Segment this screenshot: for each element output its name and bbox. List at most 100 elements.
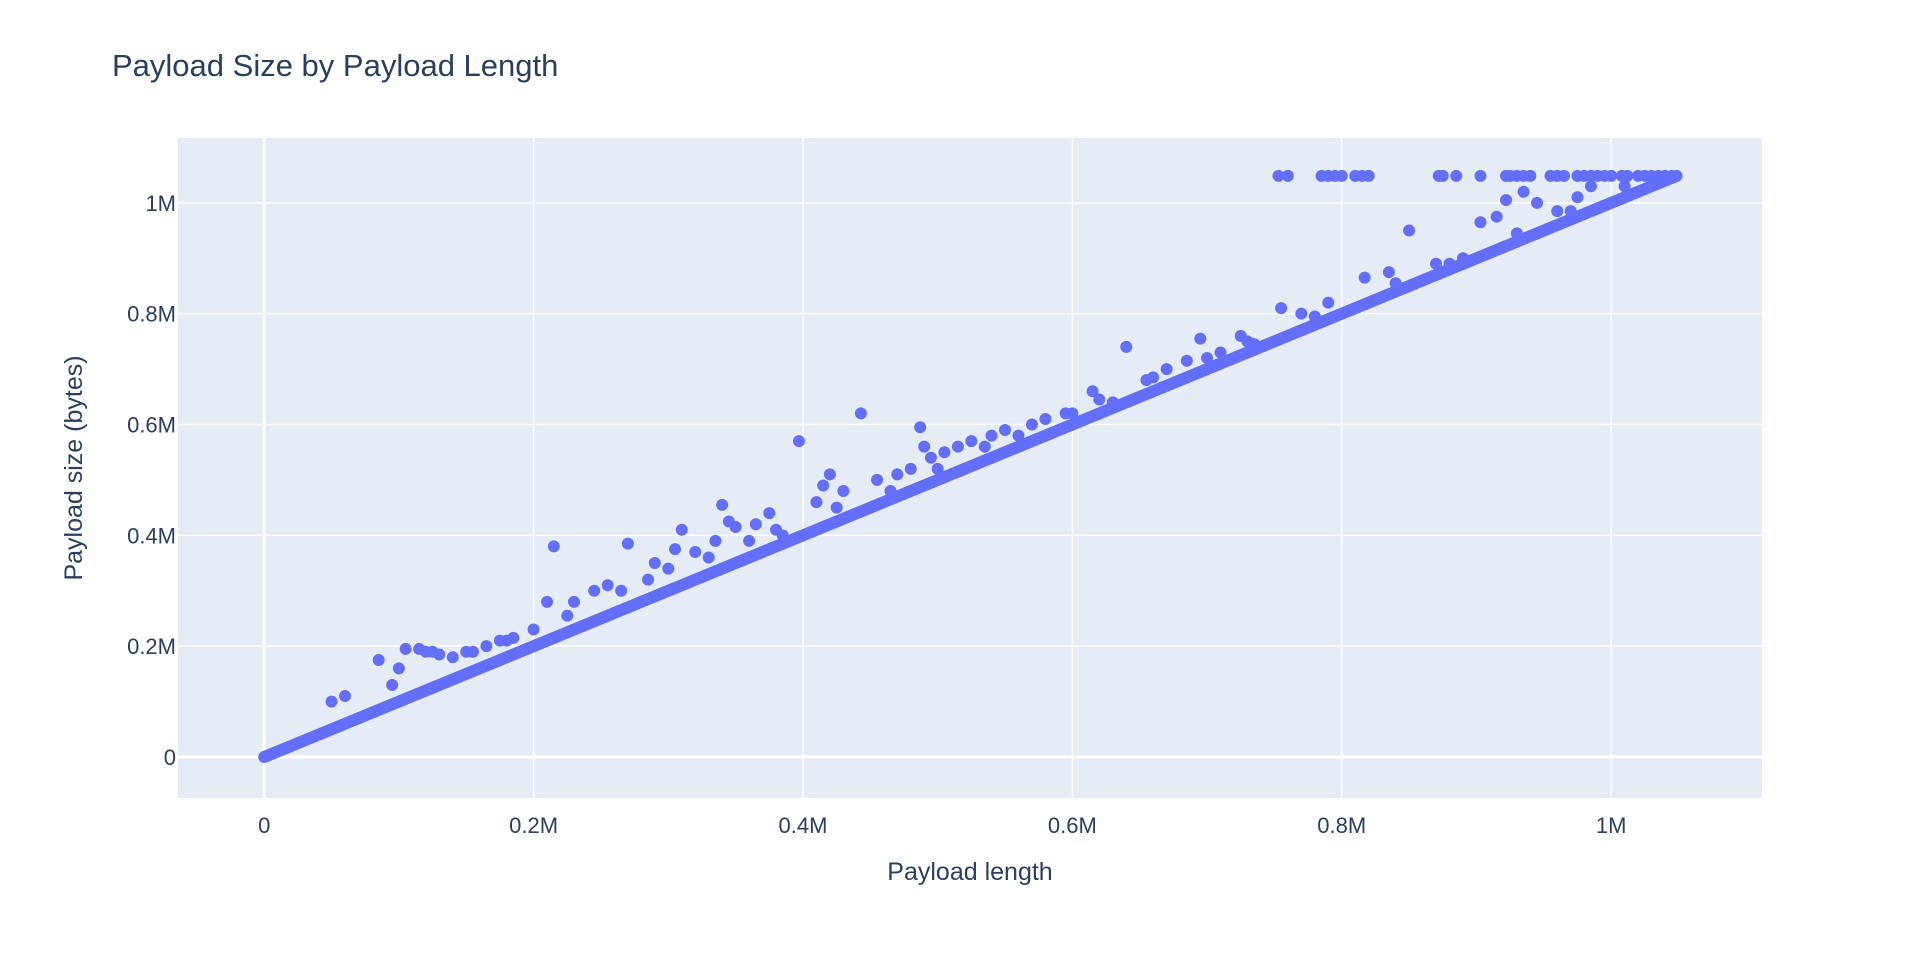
x-tick-label: 0.4M <box>779 813 828 838</box>
scatter-point <box>1517 185 1530 198</box>
x-tick-label: 0 <box>258 813 270 838</box>
scatter-point <box>729 521 742 534</box>
scatter-point <box>1322 296 1335 309</box>
scatter-point <box>1120 340 1133 353</box>
scatter-point <box>1474 216 1487 229</box>
scatter-point <box>527 623 540 636</box>
scatter-point <box>924 451 937 464</box>
scatter-point <box>1272 169 1285 182</box>
scatter-point <box>1430 257 1443 270</box>
scatter-point <box>669 543 682 556</box>
y-tick-label: 0 <box>164 745 176 770</box>
scatter-point <box>823 468 836 481</box>
scatter-point <box>1443 257 1456 270</box>
scatter-point <box>1295 307 1308 320</box>
scatter-point <box>1066 407 1079 420</box>
scatter-point <box>561 609 574 622</box>
scatter-point <box>1456 252 1469 265</box>
scatter-point <box>965 435 978 448</box>
scatter-point <box>1308 310 1321 323</box>
scatter-point <box>1490 210 1503 223</box>
scatter-point <box>792 435 805 448</box>
scatter-point <box>386 678 399 691</box>
scatter-point <box>541 595 554 608</box>
scatter-point <box>1474 169 1487 182</box>
scatter-point <box>776 529 789 542</box>
chart-title: Payload Size by Payload Length <box>112 48 558 83</box>
scatter-point <box>1362 169 1375 182</box>
scatter-point <box>702 551 715 564</box>
scatter-point <box>588 584 601 597</box>
scatter-point <box>1618 180 1631 193</box>
scatter-point <box>743 534 756 547</box>
scatter-point <box>1086 385 1099 398</box>
scatter-point <box>392 662 405 675</box>
scatter-point <box>1551 205 1564 218</box>
scatter-point <box>931 462 944 475</box>
y-axis-ticks: 0 0.2M 0.4M 0.6M 0.8M 1M <box>127 191 176 770</box>
scatter-point <box>1564 205 1577 218</box>
scatter-point <box>1436 169 1449 182</box>
scatter-point <box>621 537 634 550</box>
scatter-point <box>830 501 843 514</box>
scatter-point <box>1012 429 1025 442</box>
scatter-point <box>1214 346 1227 359</box>
scatter-point <box>1500 194 1513 207</box>
scatter-point <box>1531 196 1544 209</box>
x-tick-label: 0.8M <box>1317 813 1366 838</box>
scatter-point <box>918 440 931 453</box>
scatter-point <box>446 651 459 664</box>
scatter-point <box>1147 371 1160 384</box>
y-axis-title: Payload size (bytes) <box>60 355 88 580</box>
x-axis-ticks: 0 0.2M 0.4M 0.6M 0.8M 1M <box>258 813 1626 838</box>
scatter-point <box>1093 393 1106 406</box>
scatter-point <box>1584 180 1597 193</box>
scatter-point <box>399 642 412 655</box>
scatter-point <box>1039 412 1052 425</box>
scatter-point <box>1275 302 1288 315</box>
x-axis-title: Payload length <box>887 858 1052 886</box>
scatter-point <box>1621 169 1634 182</box>
scatter-point <box>938 446 951 459</box>
grid-lines <box>178 138 1762 798</box>
scatter-point <box>951 440 964 453</box>
scatter-point <box>615 584 628 597</box>
x-tick-label: 0.2M <box>509 813 558 838</box>
scatter-point <box>1450 169 1463 182</box>
y-tick-label: 0.2M <box>127 634 176 659</box>
scatter-point <box>1180 354 1193 367</box>
y-tick-label: 0.6M <box>127 412 176 437</box>
y-tick-label: 1M <box>145 191 176 216</box>
scatter-point <box>460 645 473 658</box>
scatter-point <box>1389 277 1402 290</box>
scatter-point <box>1524 169 1537 182</box>
scatter-point <box>817 479 830 492</box>
scatter-point <box>648 557 661 570</box>
scatter-point <box>1281 169 1294 182</box>
scatter-point <box>985 429 998 442</box>
scatter-point <box>1025 418 1038 431</box>
scatter-point <box>978 440 991 453</box>
scatter-point <box>884 484 897 497</box>
scatter-point <box>1194 332 1207 345</box>
scatter-point <box>339 690 352 703</box>
data-points <box>258 169 1683 763</box>
scatter-point <box>1403 224 1416 237</box>
scatter-point <box>1605 169 1618 182</box>
x-tick-label: 0.6M <box>1048 813 1097 838</box>
scatter-point <box>810 496 823 509</box>
scatter-point <box>1358 271 1371 284</box>
scatter-point <box>1665 169 1678 182</box>
scatter-point <box>480 640 493 653</box>
scatter-point <box>871 473 884 486</box>
scatter-point <box>325 695 338 708</box>
scatter-point <box>642 573 655 586</box>
scatter-point <box>1160 363 1173 376</box>
scatter-point <box>1241 335 1254 348</box>
scatter-point <box>1571 191 1584 204</box>
scatter-point <box>1382 266 1395 279</box>
scatter-point <box>547 540 560 553</box>
scatter-point <box>662 562 675 575</box>
scatter-point <box>675 523 688 536</box>
